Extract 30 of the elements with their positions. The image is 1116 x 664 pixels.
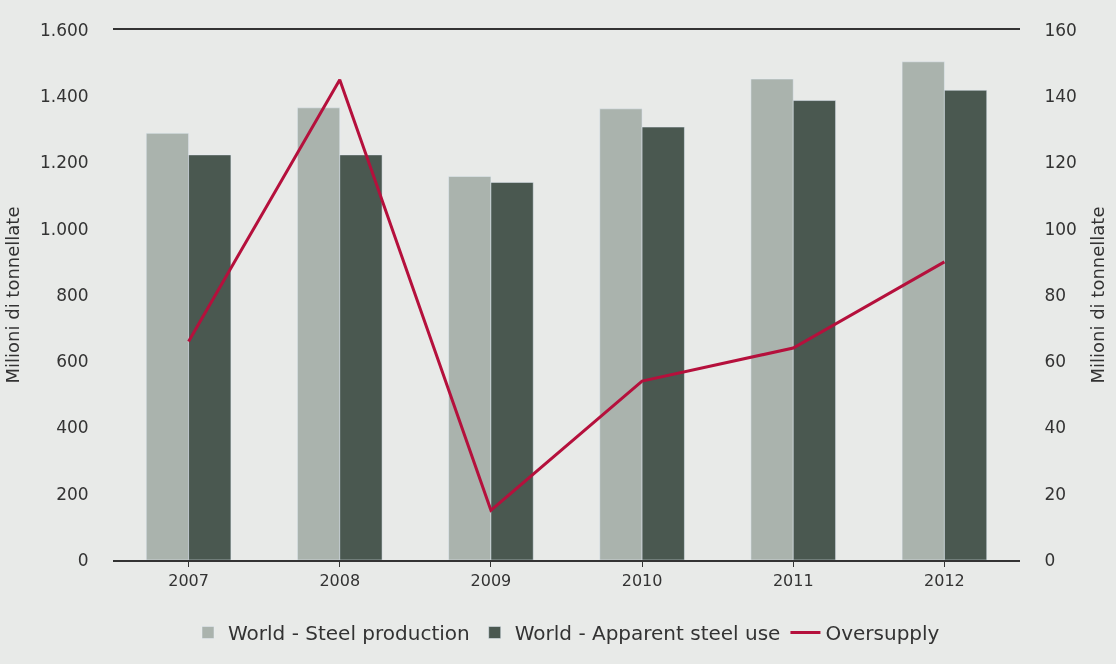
y2-tick-label: 40: [1044, 417, 1067, 438]
y2-axis-title: Milioni di tonnellate: [1086, 206, 1108, 384]
y-tick-label: 600: [56, 351, 89, 372]
y2-tick-label: 0: [1044, 549, 1056, 570]
y-tick-label: 200: [56, 483, 89, 504]
y-tick-label: 0: [77, 549, 89, 570]
y-axis-title: Milioni di tonnellate: [2, 206, 24, 384]
y2-tick-label: 80: [1044, 284, 1067, 305]
legend-label: World - Apparent steel use: [514, 621, 781, 646]
x-tick-label: 2012: [924, 570, 965, 590]
y2-tick-label: 100: [1044, 218, 1077, 239]
x-tick-label: 2010: [621, 570, 663, 590]
x-tick-label: 2007: [168, 570, 209, 590]
line-series: [187, 78, 946, 512]
x-tick-label: 2011: [772, 570, 814, 590]
y-tick-label: 1.400: [39, 86, 89, 107]
y-tick-label: 1.600: [39, 19, 89, 40]
y-tick-label: 1.000: [39, 218, 89, 239]
y2-tick-label: 20: [1044, 483, 1067, 504]
y2-tick-label: 60: [1044, 351, 1067, 372]
y-tick-label: 400: [56, 417, 89, 438]
x-tick-label: 2008: [319, 570, 361, 590]
y2-tick-label: 140: [1044, 86, 1077, 107]
x-tick-label: 2009: [470, 570, 512, 590]
y-tick-label: 800: [56, 284, 89, 305]
legend-label: Oversupply: [825, 621, 940, 646]
legend-label: World - Steel production: [228, 621, 470, 646]
y2-tick-label: 120: [1044, 152, 1077, 173]
y-tick-label: 1.200: [39, 152, 89, 173]
y2-tick-label: 160: [1044, 19, 1077, 40]
